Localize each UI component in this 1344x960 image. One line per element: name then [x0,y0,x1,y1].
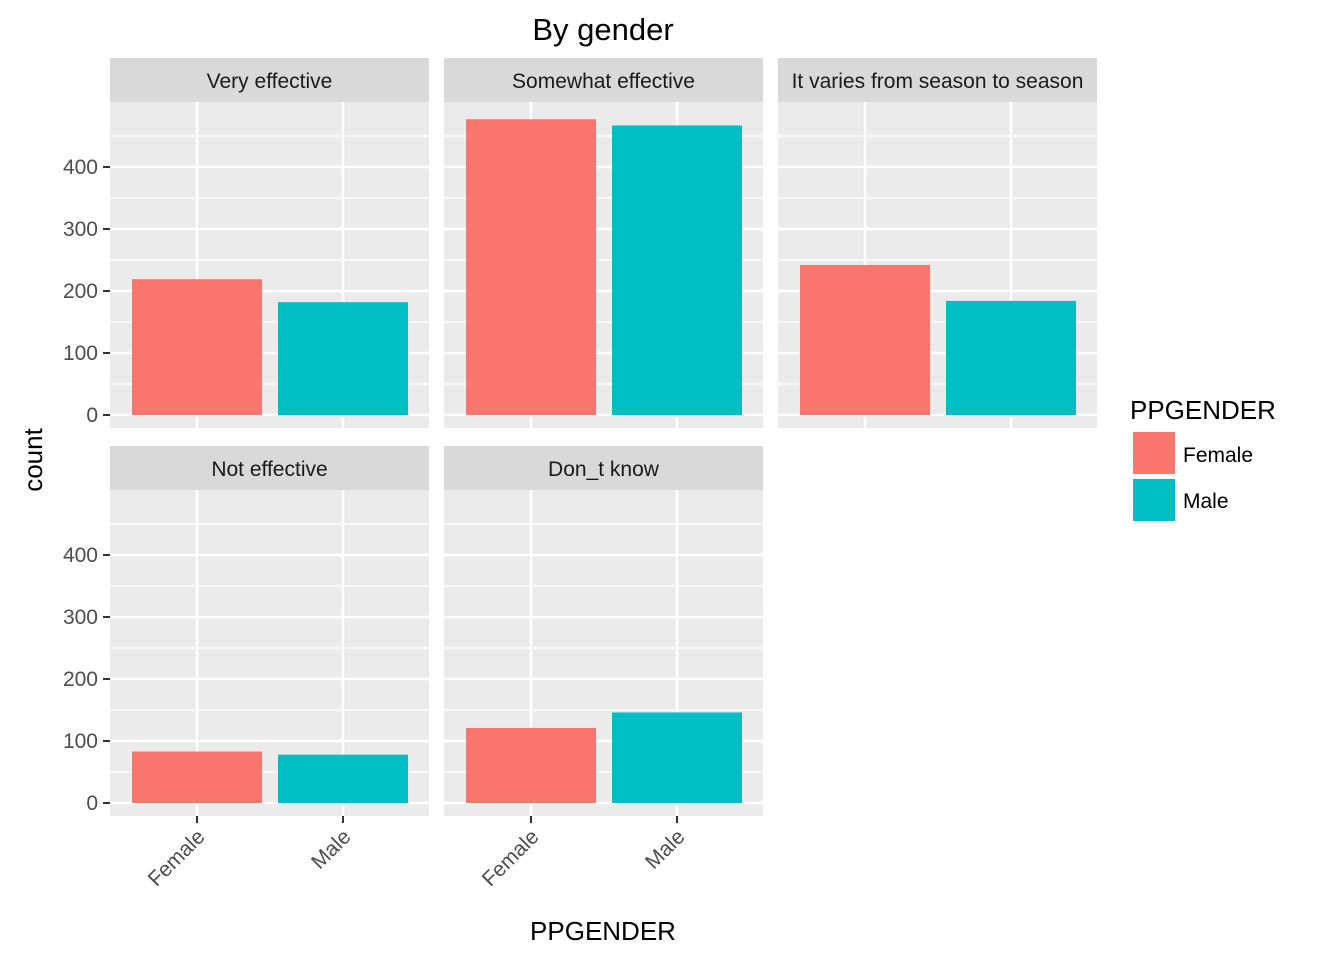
bar-very-effective-male [278,302,408,415]
legend: PPGENDER Female Male [1130,395,1276,521]
y-tick-label: 0 [86,792,98,815]
y-tick-label: 100 [63,730,98,753]
facet-strip-label: Not effective [211,458,327,481]
x-tick-label: Female [144,825,210,891]
bar-somewhat-effective-female [466,119,596,415]
x-tick-label: Female [478,825,544,891]
facet-strip [444,58,763,102]
y-tick-label: 200 [63,668,98,691]
facet-strip [444,446,763,490]
y-tick-label: 0 [86,404,98,427]
legend-key-male [1133,479,1175,521]
bar-very-effective-female [132,279,262,415]
bar-it-varies-from-season-to-season-female [800,264,930,415]
facet-strip-label: It varies from season to season [792,70,1084,93]
legend-label-female: Female [1183,444,1253,467]
facet-don-t-know: Don_t know Female Male [444,446,763,891]
x-tick-label: Male [307,825,355,873]
x-axis-title: PPGENDER [530,916,676,946]
y-tick-label: 100 [63,342,98,365]
bar-not-effective-male [278,754,408,803]
facet-somewhat-effective: Somewhat effective [444,58,763,428]
facet-strip [110,58,429,102]
legend-title: PPGENDER [1130,395,1276,425]
bar-somewhat-effective-male [612,125,742,416]
facet-strip [778,58,1097,102]
y-tick-label: 400 [63,156,98,179]
y-tick-label: 300 [63,218,98,241]
y-tick-label: 300 [63,606,98,629]
legend-label-male: Male [1183,490,1229,513]
facet-strip-label: Very effective [207,70,333,93]
y-axis-title: count [18,427,48,491]
facet-it-varies-from-season-to-season: It varies from season to season [778,58,1097,428]
y-tick-label: 200 [63,280,98,303]
bar-it-varies-from-season-to-season-male [946,300,1076,415]
bar-don-t-know-female [466,727,596,803]
y-tick-label: 400 [63,544,98,567]
facet-strip-label: Don_t know [548,458,660,481]
facet-strip [110,446,429,490]
chart-title: By gender [532,12,673,47]
legend-key-female [1133,432,1175,474]
facet-very-effective: Very effective 0 100 200 300 400 [63,58,429,428]
bar-not-effective-female [132,751,262,803]
facet-panels: Very effective 0 100 200 300 400 Somewhat effe… [63,58,1097,891]
facet-not-effective: Not effective 0 100 200 300 400 Female Male [63,446,429,891]
facet-strip-label: Somewhat effective [512,70,695,93]
x-tick-label: Male [641,825,689,873]
bar-don-t-know-male [612,712,742,803]
